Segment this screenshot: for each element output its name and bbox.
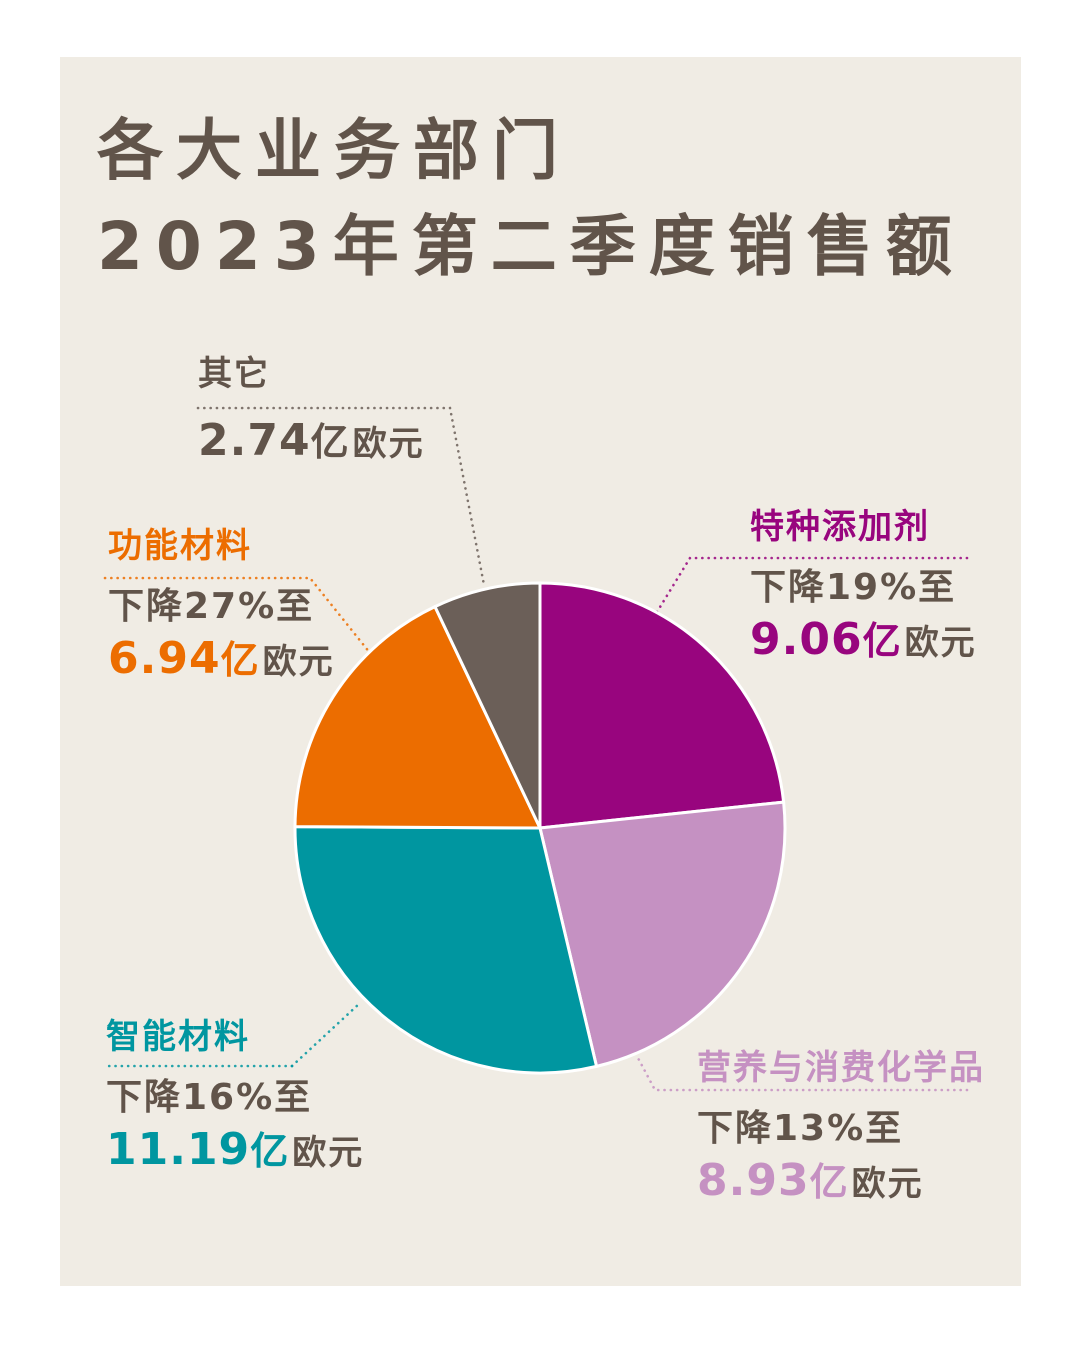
slice-value-functional-materials: 6.94亿欧元: [108, 636, 335, 685]
slice-value-other: 2.74亿欧元: [198, 418, 425, 467]
label-block-nutrition-consumer-chemicals: 营养与消费化学品 下降13%至 8.93亿欧元: [697, 1050, 985, 1207]
label-block-smart-materials: 智能材料 下降16%至 11.19亿欧元: [106, 1019, 364, 1176]
slice-name-functional-materials: 功能材料: [108, 526, 252, 566]
slice-change-nutrition-consumer-chemicals: 下降13%至: [697, 1108, 904, 1149]
slice-value-number: 11.19: [106, 1124, 251, 1175]
unit-euro: 欧元: [292, 1133, 365, 1173]
slice-value-number: 9.06: [750, 614, 863, 665]
chart-title: 各大业务部门 2023年第二季度销售额: [97, 103, 965, 295]
slice-value-number: 8.93: [697, 1155, 810, 1206]
slice-change-specialty-additives: 下降19%至: [750, 567, 957, 608]
chart-title-line1: 各大业务部门: [97, 112, 571, 189]
pie-slice-特种添加剂: [538, 581, 786, 830]
slice-change-smart-materials: 下降16%至: [106, 1077, 313, 1118]
unit-euro: 欧元: [262, 642, 335, 682]
label-block-functional-materials: 功能材料 下降27%至 6.94亿欧元: [108, 528, 335, 685]
chart-title-line2: 2023年第二季度销售额: [97, 208, 965, 285]
slice-value-number: 6.94: [108, 633, 221, 684]
unit-euro: 欧元: [904, 623, 977, 663]
unit-yi: 亿: [310, 420, 350, 464]
pie-slice-营养与消费化学品: [538, 800, 787, 1068]
pie-chart: [103, 406, 969, 1092]
chart-card: 各大业务部门 2023年第二季度销售额 其它 2.74亿欧元 特种添加剂 下降1…: [60, 57, 1021, 1286]
slice-value-number: 2.74: [198, 415, 311, 466]
pie-slice-智能材料: [293, 825, 599, 1075]
connector-line: [196, 406, 486, 587]
label-block-other: 其它 2.74亿欧元: [198, 356, 425, 467]
unit-yi: 亿: [809, 1160, 849, 1204]
slice-value-specialty-additives: 9.06亿欧元: [750, 617, 977, 666]
unit-yi: 亿: [220, 638, 260, 682]
connector-line: [103, 576, 372, 655]
slice-name-smart-materials: 智能材料: [106, 1017, 250, 1057]
slice-value-smart-materials: 11.19亿欧元: [106, 1127, 364, 1176]
slice-change-functional-materials: 下降27%至: [108, 586, 315, 627]
pie-slice-其它: [433, 581, 542, 830]
slice-value-nutrition-consumer-chemicals: 8.93亿欧元: [697, 1158, 985, 1207]
label-block-specialty-additives: 特种添加剂 下降19%至 9.06亿欧元: [750, 509, 977, 666]
slice-name-nutrition-consumer-chemicals: 营养与消费化学品: [697, 1048, 985, 1088]
pie-slice-功能材料: [293, 605, 542, 830]
unit-yi: 亿: [862, 619, 902, 663]
slice-name-other: 其它: [198, 354, 270, 394]
unit-euro: 欧元: [851, 1164, 924, 1204]
unit-yi: 亿: [250, 1129, 290, 1173]
slice-name-specialty-additives: 特种添加剂: [750, 507, 930, 547]
connector-line: [655, 556, 969, 614]
unit-euro: 欧元: [352, 424, 425, 464]
